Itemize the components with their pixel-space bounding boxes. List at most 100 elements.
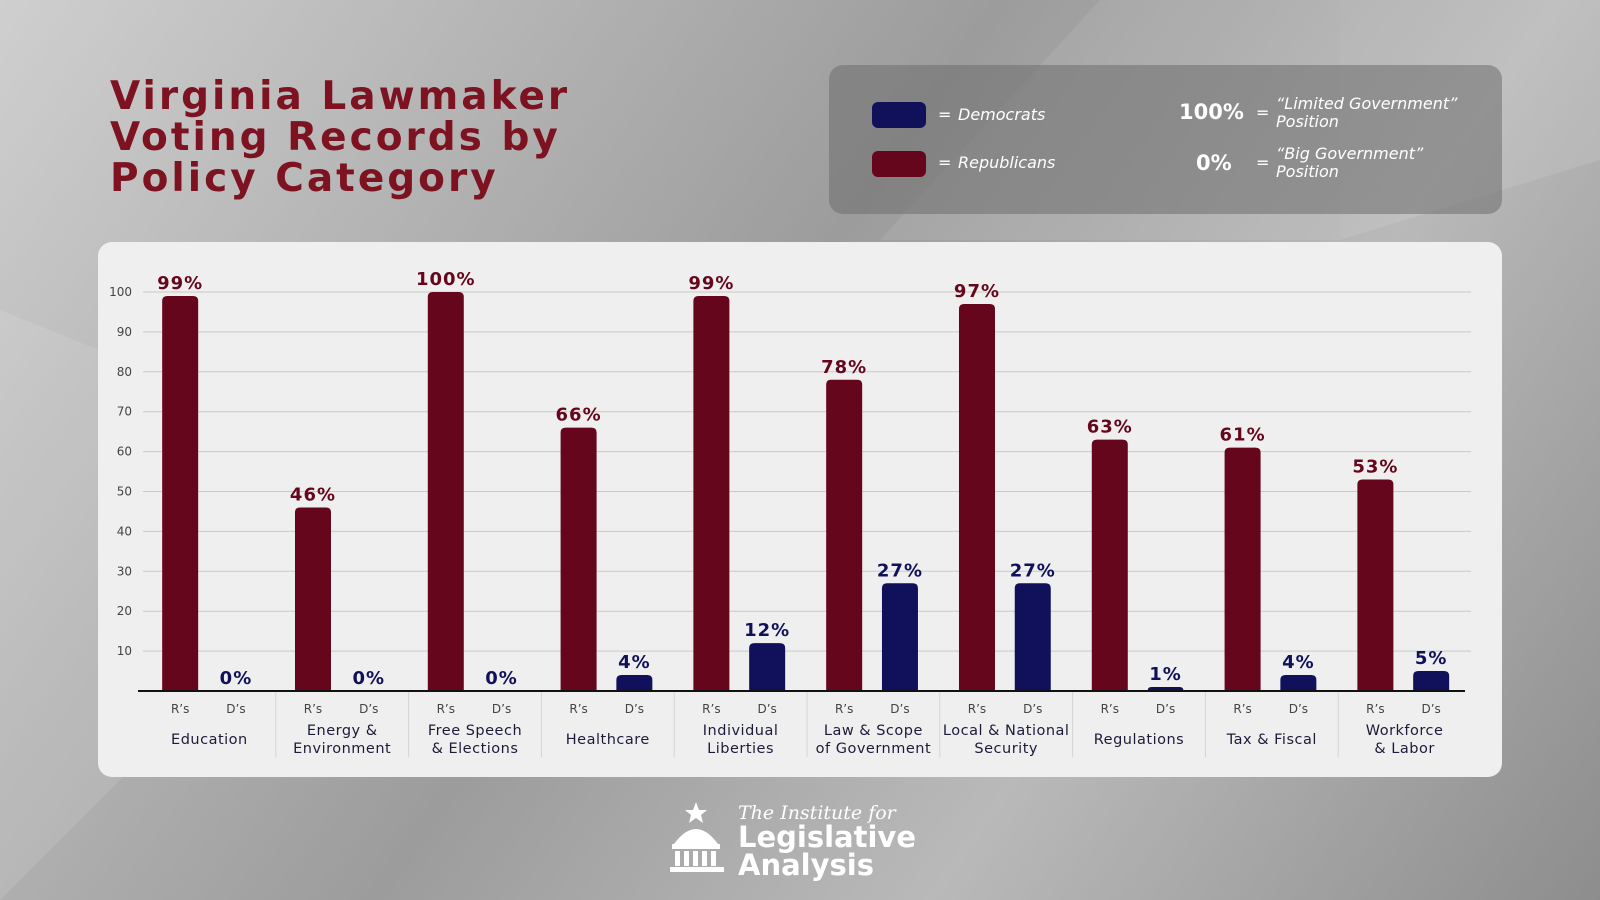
republican-bar [294, 507, 331, 691]
republican-value-label: 46% [290, 484, 336, 505]
republican-bar [826, 379, 863, 691]
y-tick-label: 100 [109, 285, 132, 299]
title-line-3: Policy Category [110, 156, 499, 201]
republican-value-label: 61% [1220, 425, 1266, 446]
legend-equals-rep: = [938, 153, 952, 172]
democrats-swatch [872, 102, 926, 128]
legend-equals-dem: = [938, 105, 952, 124]
republican-bar-label: R’s [437, 702, 455, 716]
republican-value-label: 100% [416, 269, 476, 290]
legend: = Democrats = Republicans 100% = “Limite… [829, 65, 1502, 214]
democrat-bar-label: D’s [492, 702, 511, 716]
republican-value-label: 99% [688, 273, 734, 294]
democrat-value-label: 0% [352, 668, 385, 689]
category-label: & Labor [1374, 741, 1434, 757]
legend-low-pct: 0% [1196, 151, 1232, 175]
democrat-bar-label: D’s [226, 702, 245, 716]
category-label: Environment [293, 741, 391, 757]
republican-value-label: 63% [1087, 417, 1133, 438]
republican-bar [162, 295, 199, 691]
y-tick-label: 20 [117, 604, 132, 618]
category-label: Healthcare [566, 732, 650, 748]
democrat-bar-label: D’s [1023, 702, 1042, 716]
republican-bar-label: R’s [1366, 702, 1384, 716]
republican-bar [958, 303, 995, 691]
category-label: & Elections [432, 741, 519, 757]
category-label: Security [974, 741, 1038, 757]
republican-bar-label: R’s [702, 702, 720, 716]
legend-democrats-label: Democrats [958, 105, 1046, 124]
democrat-value-label: 1% [1149, 664, 1182, 685]
republican-bar-label: R’s [968, 702, 986, 716]
republican-bar-label: R’s [304, 702, 322, 716]
democrat-value-label: 4% [1282, 652, 1315, 673]
category-label: Regulations [1094, 732, 1184, 748]
logo-line-2: Analysis [738, 848, 874, 882]
legend-equals-high: = [1256, 103, 1270, 122]
legend-high-meaning-1: “Limited Government” [1276, 94, 1458, 113]
legend-equals-low: = [1256, 153, 1270, 172]
republican-bar [1224, 447, 1261, 691]
republican-value-label: 53% [1352, 457, 1398, 478]
democrat-value-label: 27% [1010, 560, 1056, 581]
democrat-bar-label: D’s [625, 702, 644, 716]
title-line-1: Virginia Lawmaker [110, 74, 571, 119]
category-label: Free Speech [428, 723, 522, 739]
category-label: Individual [703, 723, 779, 739]
republican-bar [1091, 439, 1128, 691]
democrat-value-label: 4% [618, 652, 651, 673]
capitol-dome-star-icon [670, 802, 724, 872]
page-title: Virginia Lawmaker Voting Records by Poli… [110, 76, 610, 199]
republican-value-label: 78% [821, 357, 867, 378]
y-tick-label: 40 [117, 524, 132, 538]
chart-panel [98, 242, 1502, 777]
legend-low-meaning-1: “Big Government” [1276, 144, 1424, 163]
y-tick-label: 10 [117, 644, 132, 658]
title-line-2: Voting Records by [110, 115, 561, 160]
republicans-swatch [872, 151, 926, 177]
democrat-bar [749, 643, 786, 691]
democrat-bar [881, 583, 918, 691]
category-label: of Government [816, 741, 932, 757]
y-tick-label: 60 [117, 445, 132, 459]
democrat-value-label: 0% [485, 668, 518, 689]
category-label: Energy & [307, 723, 378, 739]
democrat-bar-label: D’s [758, 702, 777, 716]
republican-bar [693, 295, 730, 691]
democrat-bar [1280, 675, 1317, 691]
democrat-bar-label: D’s [890, 702, 909, 716]
republican-bar-label: R’s [171, 702, 189, 716]
category-label: Law & Scope [824, 723, 923, 739]
logo-line-1: Legislative [738, 820, 916, 854]
bar-chart: 10 20 30 40 50 60 70 80 90 100 99% R’s 0% D’s Educatio… [109, 269, 1471, 757]
republican-bar [427, 292, 464, 691]
republican-bar-label: R’s [569, 702, 587, 716]
y-tick-label: 80 [117, 365, 132, 379]
category-label: Workforce [1366, 723, 1444, 739]
category-label: Liberties [707, 741, 774, 757]
democrat-bar [1413, 671, 1450, 691]
republican-value-label: 99% [157, 273, 203, 294]
democrat-value-label: 27% [877, 560, 923, 581]
republican-bar [1357, 479, 1394, 691]
democrat-bar-label: D’s [1156, 702, 1175, 716]
institute-logo: The Institute for Legislative Analysis [668, 800, 938, 880]
republican-bar-label: R’s [1233, 702, 1251, 716]
category-label: Tax & Fiscal [1226, 732, 1317, 748]
republican-value-label: 66% [556, 405, 602, 426]
y-tick-label: 90 [117, 325, 132, 339]
legend-high-meaning-2: Position [1276, 112, 1339, 131]
republican-value-label: 97% [954, 281, 1000, 302]
y-tick-label: 30 [117, 564, 132, 578]
category-label: Education [171, 732, 248, 748]
democrat-value-label: 5% [1415, 648, 1448, 669]
y-tick-label: 70 [117, 405, 132, 419]
category-label: Local & National [943, 723, 1070, 739]
republican-bar-label: R’s [1101, 702, 1119, 716]
democrat-value-label: 12% [744, 620, 790, 641]
logo-tagline: The Institute for [738, 802, 896, 824]
democrat-bar-label: D’s [1289, 702, 1308, 716]
republican-bar [560, 427, 597, 691]
democrat-bar-label: D’s [1422, 702, 1441, 716]
legend-low-meaning-2: Position [1276, 162, 1339, 181]
